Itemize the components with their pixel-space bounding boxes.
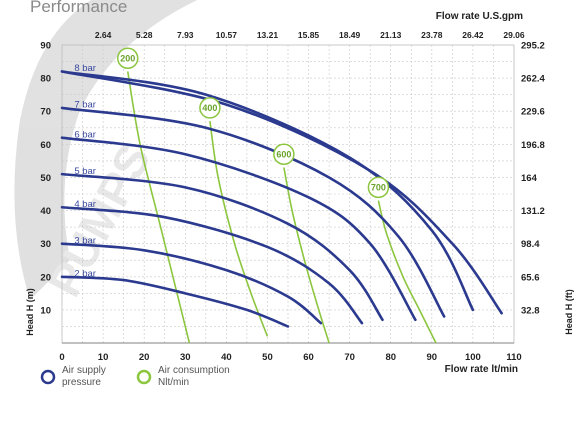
x-tick-label: 40 [221, 352, 232, 363]
y2-tick-label: 98.4 [521, 239, 540, 250]
y-tick-label: 70 [40, 107, 51, 118]
legend-pressure-label-2: pressure [62, 377, 101, 388]
air-marker [367, 176, 390, 199]
y2-axis-title: Head H (ft) [564, 289, 574, 335]
x-tick-label: 70 [344, 352, 355, 363]
x-axis-ticks: 0 10 20 30 40 50 60 70 80 90 100 110 [59, 352, 521, 363]
series-label: 6 bar [74, 129, 96, 140]
legend-air-label-2: Nlt/min [158, 377, 189, 388]
air-consumption-lines [126, 71, 437, 344]
air-consumption-labels: 200 400 600 700 [116, 47, 390, 199]
x-tick-label: 80 [385, 352, 396, 363]
pressure-labels: 2 bar 3 bar 4 bar 5 bar 6 bar 7 bar 8 bar [74, 63, 96, 279]
x-tick-label: 100 [465, 352, 481, 363]
y2-tick-label: 295.2 [521, 41, 545, 52]
air-marker [273, 143, 295, 166]
x2-tick-label: 23.78 [421, 30, 443, 40]
x-tick-label: 110 [506, 352, 521, 363]
x-tick-label: 30 [180, 352, 191, 363]
air-line-600 [283, 167, 330, 344]
x2-tick-label: 18.49 [339, 30, 361, 40]
air-line-400 [209, 121, 269, 337]
series-line-2-bar [60, 275, 290, 328]
y-tick-label: 10 [40, 305, 51, 316]
y2-tick-label: 131.2 [521, 206, 545, 217]
air-label: 700 [371, 183, 386, 193]
series-line-6-bar [60, 136, 417, 322]
y-tick-label: 30 [40, 239, 51, 250]
series-line-9-bar [60, 70, 503, 315]
series-line-5-bar [60, 172, 384, 322]
x2-axis-ticks: 2.64 5.28 7.93 10.57 13.21 15.85 18.49 21.13 23.… [95, 30, 525, 40]
y2-axis-ticks: 295.2 262.4 229.6 196.8 164 131.2 98.4 65.6 32.8 [521, 41, 545, 317]
x2-axis-title: Flow rate U.S.gpm [436, 11, 523, 22]
x-tick-label: 0 [59, 352, 64, 363]
series-label: 2 bar [74, 268, 96, 279]
x2-tick-label: 13.21 [257, 30, 279, 40]
series-line-8-bar [60, 70, 475, 312]
y2-tick-label: 164 [521, 173, 538, 184]
series-line-7-bar [60, 106, 446, 318]
air-label: 400 [202, 103, 217, 113]
y-tick-label: 20 [40, 272, 51, 283]
air-marker [199, 97, 221, 119]
air-marker [116, 47, 139, 69]
y-tick-label: 80 [40, 74, 51, 85]
legend: Air supply pressure Air consumption Nlt/… [40, 365, 230, 388]
legend-pressure-marker [40, 369, 56, 385]
x-tick-label: 50 [262, 352, 273, 363]
series-label: 8 bar [74, 63, 96, 74]
x2-tick-label: 5.28 [136, 30, 153, 40]
y-tick-label: 90 [40, 41, 51, 52]
legend-air-label-1: Air consumption [158, 365, 230, 376]
series-label: 4 bar [74, 199, 96, 210]
x-tick-label: 10 [98, 352, 109, 363]
series-line-3-bar [60, 242, 323, 325]
air-label: 200 [120, 53, 135, 63]
y-axis-title: Head H (m) [25, 288, 35, 336]
y2-tick-label: 32.8 [521, 305, 540, 316]
x-tick-label: 90 [427, 352, 438, 363]
pressure-series [60, 70, 503, 328]
y2-tick-label: 229.6 [521, 107, 545, 118]
chart-title: Performance [30, 0, 127, 16]
x2-tick-label: 2.64 [95, 30, 112, 40]
y-tick-label: 40 [40, 206, 51, 217]
x2-tick-label: 29.06 [503, 30, 525, 40]
x2-tick-label: 10.57 [216, 30, 238, 40]
x-tick-label: 20 [139, 352, 150, 363]
y2-tick-label: 262.4 [521, 74, 545, 85]
x2-tick-label: 26.42 [462, 30, 484, 40]
air-line-200 [126, 71, 191, 344]
y2-tick-label: 196.8 [521, 140, 545, 151]
series-label: 7 bar [74, 100, 96, 111]
x2-tick-label: 21.13 [380, 30, 402, 40]
air-label: 600 [276, 149, 291, 159]
x-tick-label: 60 [303, 352, 314, 363]
x-axis-title: Flow rate lt/min [445, 364, 518, 375]
x2-tick-label: 7.93 [177, 30, 194, 40]
series-label: 5 bar [74, 166, 96, 177]
series-line-4-bar [60, 205, 364, 325]
air-line-700 [377, 200, 437, 344]
y-tick-label: 60 [40, 140, 51, 151]
y2-tick-label: 65.6 [521, 272, 540, 283]
y-axis-ticks: 10 20 30 40 50 60 70 80 90 [40, 41, 51, 317]
x2-tick-label: 15.85 [298, 30, 320, 40]
y-tick-label: 50 [40, 173, 51, 184]
legend-air-marker [136, 369, 152, 385]
series-label: 3 bar [74, 235, 96, 246]
legend-pressure-label-1: Air supply [62, 365, 106, 376]
